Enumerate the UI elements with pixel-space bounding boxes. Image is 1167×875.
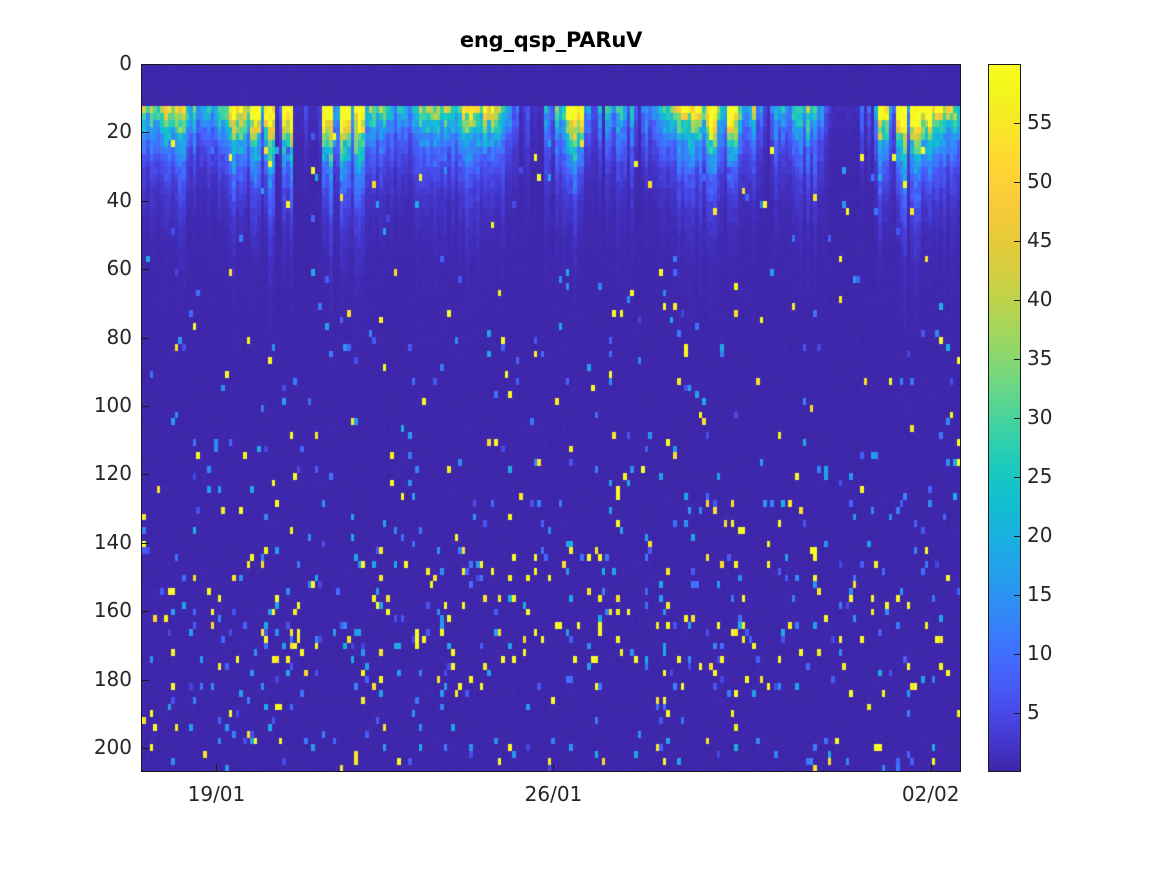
x-tick-mark (553, 764, 555, 772)
colorbar-tick-label: 5 (1027, 700, 1040, 724)
y-tick-mark (141, 679, 149, 681)
colorbar-tick-mark (1014, 654, 1021, 655)
colorbar-tick-mark (1014, 182, 1021, 183)
colorbar-tick-label: 25 (1027, 464, 1053, 488)
y-tick-label: 0 (119, 51, 132, 75)
colorbar-tick-label: 15 (1027, 582, 1053, 606)
y-tick-label: 20 (106, 119, 132, 144)
y-tick-label: 100 (93, 393, 132, 418)
y-tick-mark (141, 474, 149, 476)
x-tick-label: 26/01 (524, 782, 583, 806)
y-tick-label: 40 (106, 187, 132, 212)
colorbar-tick-mark (1014, 300, 1021, 301)
colorbar-tick-label: 55 (1027, 110, 1053, 134)
y-tick-label: 180 (93, 666, 132, 691)
y-tick-mark (141, 337, 149, 339)
y-tick-mark (141, 132, 149, 134)
y-tick-mark (141, 269, 149, 271)
colorbar-tick-label: 40 (1027, 287, 1053, 311)
y-tick-label: 80 (106, 324, 132, 349)
y-tick-mark (141, 406, 149, 408)
colorbar-tick-label: 45 (1027, 228, 1053, 252)
colorbar-tick-mark (1014, 536, 1021, 537)
page-title: eng_qsp_PARuV (459, 28, 643, 52)
colorbar-tick-label: 20 (1027, 523, 1053, 547)
colorbar-tick-mark (1014, 418, 1021, 419)
colorbar-tick-mark (1014, 123, 1021, 124)
x-tick-label: 19/01 (187, 782, 246, 806)
colorbar-tick-label: 30 (1027, 405, 1053, 429)
x-tick-mark (216, 764, 218, 772)
y-tick-label: 160 (93, 598, 132, 623)
colorbar-tick-label: 35 (1027, 346, 1053, 370)
y-tick-label: 140 (93, 529, 132, 554)
y-tick-label: 120 (93, 461, 132, 486)
heatmap-axes[interactable] (141, 64, 961, 772)
y-tick-mark (141, 64, 149, 65)
y-tick-mark (141, 748, 149, 750)
y-tick-mark (141, 200, 149, 202)
y-tick-mark (141, 542, 149, 544)
y-tick-label: 60 (106, 256, 132, 281)
colorbar-tick-label: 10 (1027, 641, 1053, 665)
colorbar-tick-label: 50 (1027, 169, 1053, 193)
colorbar-tick-mark (1014, 477, 1021, 478)
colorbar-tick-mark (1014, 595, 1021, 596)
x-tick-mark (930, 764, 932, 772)
y-tick-label: 200 (93, 735, 132, 760)
colorbar-tick-mark (1014, 359, 1021, 360)
heatmap-image (142, 65, 960, 771)
x-tick-label: 02/02 (901, 782, 960, 806)
colorbar-tick-mark (1014, 713, 1021, 714)
colorbar-tick-mark (1014, 241, 1021, 242)
y-tick-mark (141, 611, 149, 613)
